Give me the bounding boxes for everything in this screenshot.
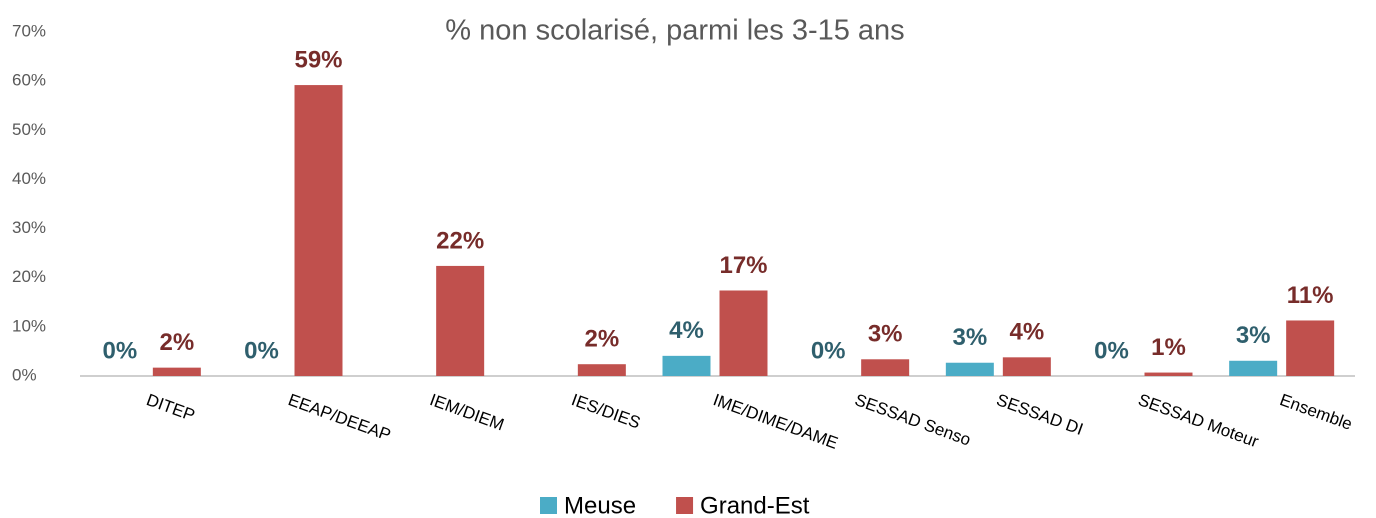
bar <box>1002 357 1051 376</box>
legend-label: Meuse <box>564 492 636 518</box>
bar <box>152 367 201 376</box>
bar <box>945 362 994 376</box>
x-tick-label: DITEP <box>144 390 198 425</box>
data-label: 0% <box>244 337 279 364</box>
x-tick-label: EEAP/DEEAP <box>286 390 394 445</box>
data-label: 4% <box>1009 319 1044 346</box>
data-label: 3% <box>952 324 987 351</box>
y-tick-label: 70% <box>12 21 46 40</box>
legend-label: Grand-Est <box>700 492 810 518</box>
bar <box>294 85 343 377</box>
y-tick-label: 40% <box>12 169 46 188</box>
bar <box>662 355 711 376</box>
bar <box>861 359 910 376</box>
legend-swatch <box>676 497 694 514</box>
bar <box>1286 320 1335 376</box>
bar <box>1229 360 1278 376</box>
y-tick-label: 30% <box>12 218 46 237</box>
data-label: 17% <box>719 252 767 279</box>
bar <box>577 364 626 376</box>
bar <box>436 265 485 376</box>
x-tick-label: IES/DIES <box>569 390 643 432</box>
x-tick-label: SESSAD Senso <box>852 390 973 450</box>
data-label: 0% <box>102 337 137 364</box>
data-label: 0% <box>1094 337 1129 364</box>
chart-title: % non scolarisé, parmi les 3-15 ans <box>445 15 904 47</box>
x-tick-label: IEM/DIEM <box>427 390 506 434</box>
legend-swatch <box>540 497 557 514</box>
data-label: 59% <box>294 46 342 73</box>
y-tick-label: 10% <box>12 316 46 335</box>
data-label: 22% <box>436 227 484 254</box>
y-tick-label: 0% <box>12 365 37 384</box>
bar <box>1144 372 1193 376</box>
bar <box>719 290 768 376</box>
x-tick-label: SESSAD DI <box>994 390 1086 439</box>
y-tick-label: 50% <box>12 120 46 139</box>
data-label: 2% <box>159 329 194 356</box>
x-tick-label: Ensemble <box>1277 390 1355 434</box>
x-tick-label: SESSAD Moteur <box>1136 390 1262 451</box>
data-label: 1% <box>1151 334 1186 361</box>
data-label: 4% <box>669 317 704 344</box>
x-tick-label: IME/DIME/DAME <box>711 390 841 453</box>
data-label: 3% <box>868 321 903 348</box>
data-label: 11% <box>1287 282 1334 309</box>
data-label: 2% <box>584 326 619 353</box>
data-label: 3% <box>1236 322 1271 349</box>
y-tick-label: 60% <box>12 71 46 90</box>
y-tick-label: 20% <box>12 267 46 286</box>
data-label: 0% <box>811 337 846 364</box>
